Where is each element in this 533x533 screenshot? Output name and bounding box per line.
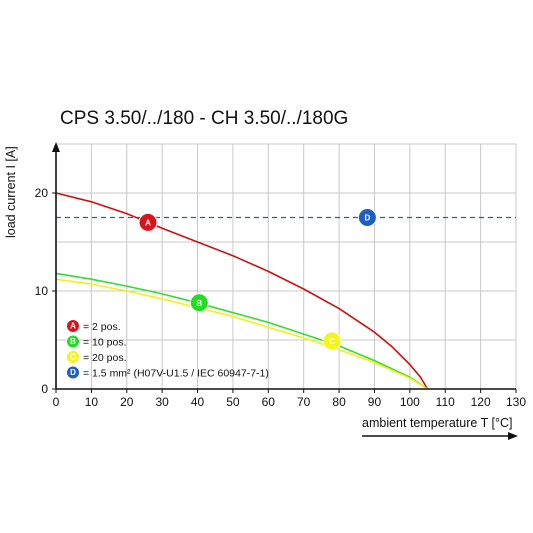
- marker-d-circle: [357, 208, 377, 227]
- marker-c: C: [322, 331, 342, 351]
- legend-text-d: = 1.5 mm² (H07V-U1.5 / IEC 60947-7-1): [83, 368, 269, 380]
- y-axis-arrow: [52, 142, 60, 152]
- y-tick-label: 20: [35, 186, 49, 200]
- x-tick-label: 20: [120, 395, 134, 409]
- y-tick-label: 10: [35, 284, 49, 298]
- marker-b: B: [189, 293, 209, 313]
- x-tick-label: 80: [332, 395, 346, 409]
- x-tick-label: 120: [471, 395, 491, 409]
- x-tick-label: 100: [400, 395, 420, 409]
- y-axis-label: load current I [A]: [4, 146, 18, 238]
- grid: [56, 143, 517, 389]
- legend: A = 2 pos. B = 10 pos. C = 20 pos. D = 1.5 mm² …: [66, 319, 269, 380]
- axes: [52, 142, 518, 440]
- marker-d: D: [357, 208, 377, 227]
- chart-title: CPS 3.50/../180 - CH 3.50/../180G: [60, 108, 348, 129]
- marker-b-circle: [189, 293, 209, 313]
- legend-badge-b: B: [66, 334, 80, 349]
- x-tick-label: 0: [53, 395, 60, 409]
- legend-badge-b-letter: B: [70, 337, 76, 346]
- legend-badge-c-circle: [66, 350, 80, 364]
- series-group: [55, 192, 516, 390]
- marker-b-letter: B: [196, 299, 202, 308]
- x-tick-label: 10: [85, 395, 99, 409]
- series-c-line: [55, 278, 428, 390]
- x-tick-label: 130: [506, 395, 526, 409]
- curve-markers: A B C D: [138, 208, 377, 351]
- marker-c-letter: C: [329, 337, 335, 346]
- legend-text-c: = 20 pos.: [83, 352, 127, 364]
- x-label-arrow-head: [508, 432, 518, 440]
- legend-text-b: = 10 pos.: [83, 337, 127, 349]
- marker-a-circle: [138, 212, 158, 232]
- marker-d-letter: D: [364, 214, 370, 223]
- marker-a-letter: A: [145, 219, 151, 228]
- x-tick-label: 40: [191, 395, 205, 409]
- x-tick-label: 90: [368, 395, 382, 409]
- x-tick-label: 110: [436, 395, 455, 409]
- legend-badge-a-circle: [66, 319, 80, 333]
- legend-badge-d-letter: D: [70, 368, 76, 377]
- y-tick-label: 0: [41, 382, 48, 396]
- legend-badge-a-letter: A: [70, 322, 76, 331]
- legend-badge-c: C: [66, 350, 80, 364]
- legend-badge-d-circle: [66, 365, 80, 380]
- series-b-line: [55, 272, 428, 390]
- legend-text-a: = 2 pos.: [83, 321, 121, 333]
- series-a-line: [55, 192, 429, 390]
- x-axis-label: ambient temperature T [°C]: [362, 416, 512, 430]
- x-tick-label: 50: [226, 395, 240, 409]
- legend-badge-c-letter: C: [70, 353, 76, 362]
- x-tick-label: 60: [262, 395, 276, 409]
- tick-labels: 0 10 20 30 40 50 60 70 80 90 100 110 120 130 0 10 20: [35, 186, 527, 409]
- x-tick-label: 30: [155, 395, 169, 409]
- marker-a: A: [138, 212, 158, 232]
- legend-badge-b-circle: [66, 334, 80, 349]
- marker-c-circle: [322, 331, 342, 351]
- x-tick-label: 70: [297, 395, 311, 409]
- legend-badge-a: A: [66, 319, 80, 333]
- legend-badge-d: D: [66, 365, 80, 380]
